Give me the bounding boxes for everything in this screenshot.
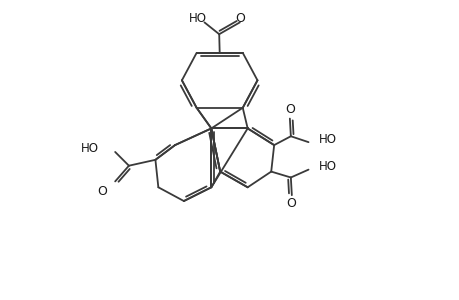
Text: HO: HO <box>188 12 206 25</box>
Text: O: O <box>235 12 244 25</box>
Text: HO: HO <box>319 160 336 173</box>
Text: HO: HO <box>80 142 98 154</box>
Text: O: O <box>284 103 294 116</box>
Text: O: O <box>285 197 295 211</box>
Text: HO: HO <box>319 133 336 146</box>
Text: O: O <box>97 185 107 198</box>
